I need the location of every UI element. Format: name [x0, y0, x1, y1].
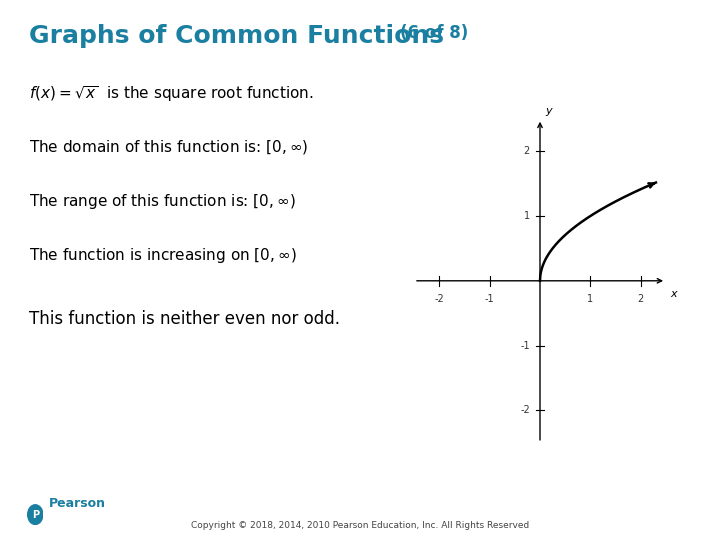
Text: $f(x) = \sqrt{x}$  is the square root function.: $f(x) = \sqrt{x}$ is the square root fun…: [29, 84, 313, 104]
Text: -2: -2: [520, 406, 530, 415]
Text: Graphs of Common Functions: Graphs of Common Functions: [29, 24, 444, 48]
Text: (6 of 8): (6 of 8): [400, 24, 468, 42]
Text: x: x: [670, 288, 677, 299]
Text: -2: -2: [434, 294, 444, 304]
Text: P: P: [32, 510, 39, 519]
Text: 1: 1: [523, 211, 530, 221]
Text: 2: 2: [523, 146, 530, 156]
Text: This function is neither even nor odd.: This function is neither even nor odd.: [29, 310, 340, 328]
Text: The domain of this function is: $[0,\infty)$: The domain of this function is: $[0,\inf…: [29, 138, 308, 156]
Circle shape: [27, 505, 43, 524]
Text: 1: 1: [588, 294, 593, 304]
Text: 2: 2: [638, 294, 644, 304]
Text: -1: -1: [521, 341, 530, 350]
Text: Pearson: Pearson: [49, 497, 106, 510]
Text: -1: -1: [485, 294, 495, 304]
Text: The function is increasing on $[0,\infty)$: The function is increasing on $[0,\infty…: [29, 246, 297, 265]
Text: y: y: [545, 105, 552, 116]
Text: The range of this function is: $[0,\infty)$: The range of this function is: $[0,\inft…: [29, 192, 295, 211]
Text: Copyright © 2018, 2014, 2010 Pearson Education, Inc. All Rights Reserved: Copyright © 2018, 2014, 2010 Pearson Edu…: [191, 521, 529, 530]
